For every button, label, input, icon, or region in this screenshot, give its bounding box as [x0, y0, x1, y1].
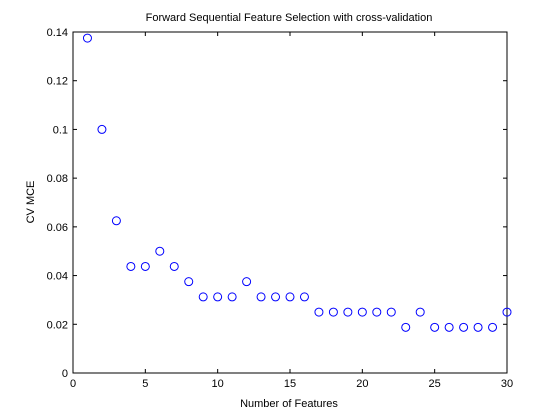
data-point — [169, 261, 179, 271]
y-tick-label: 0.06 — [47, 222, 68, 234]
data-point — [473, 322, 483, 332]
data-point — [271, 292, 281, 302]
data-point — [430, 322, 440, 332]
x-tick-label: 0 — [70, 378, 76, 390]
x-tick-label: 20 — [356, 378, 368, 390]
y-tick-label: 0 — [62, 368, 68, 380]
x-tick-label: 10 — [212, 378, 224, 390]
data-point — [299, 292, 309, 302]
axis-ticks — [72, 31, 508, 374]
data-point — [213, 292, 223, 302]
y-tick-label: 0.12 — [47, 76, 68, 88]
data-point — [126, 261, 136, 271]
x-tick-label: 25 — [429, 378, 441, 390]
data-point — [140, 261, 150, 271]
data-point — [459, 322, 469, 332]
y-tick-labels: 0 0.02 0.04 0.06 0.08 0.1 0.12 0.14 — [47, 27, 68, 380]
y-tick-label: 0.08 — [47, 173, 68, 185]
chart-title: Forward Sequential Feature Selection wit… — [146, 12, 433, 24]
data-point — [343, 307, 353, 317]
y-axis-label: CV MCE — [25, 181, 37, 224]
data-point — [444, 322, 454, 332]
data-point — [401, 322, 411, 332]
x-axis-label: Number of Features — [240, 398, 338, 410]
data-point — [198, 292, 208, 302]
data-points — [82, 33, 512, 332]
data-point — [256, 292, 266, 302]
data-point — [488, 322, 498, 332]
x-tick-label: 15 — [284, 378, 296, 390]
data-point — [314, 307, 324, 317]
data-point — [357, 307, 367, 317]
data-point — [82, 33, 92, 43]
data-point — [285, 292, 295, 302]
y-tick-label: 0.14 — [47, 27, 68, 39]
x-tick-label: 30 — [501, 378, 513, 390]
data-point — [155, 246, 165, 256]
x-tick-label: 5 — [142, 378, 148, 390]
y-tick-label: 0.02 — [47, 319, 68, 331]
y-tick-label: 0.1 — [53, 124, 68, 136]
data-point — [328, 307, 338, 317]
data-point — [242, 277, 252, 287]
data-point — [227, 292, 237, 302]
data-point — [386, 307, 396, 317]
data-point — [502, 307, 512, 317]
y-tick-label: 0.04 — [47, 271, 68, 283]
data-point — [111, 216, 121, 226]
data-point — [184, 277, 194, 287]
data-point — [415, 307, 425, 317]
data-point — [372, 307, 382, 317]
x-tick-labels: 0 5 10 15 20 25 30 — [70, 378, 513, 390]
data-point — [97, 124, 107, 134]
plot-area — [72, 31, 508, 374]
